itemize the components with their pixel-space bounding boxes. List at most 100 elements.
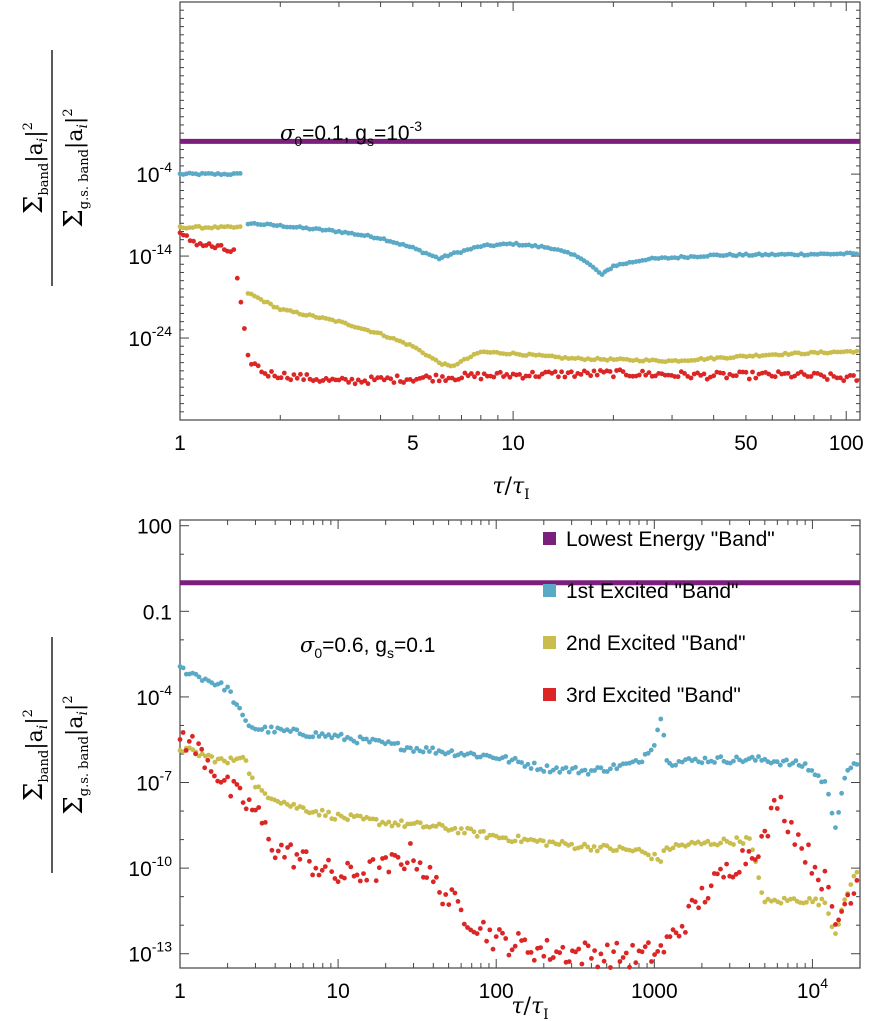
bottom-series-1st-excited-band-point	[842, 776, 847, 781]
top-y-tick-label: 10-24	[128, 323, 172, 351]
bottom-series-3rd-excited-band-point	[228, 794, 233, 799]
bottom-series-3rd-excited-band-point	[643, 944, 648, 949]
bottom-series-2nd-excited-band-point	[804, 900, 809, 905]
bottom-series-3rd-excited-band-point	[431, 879, 436, 884]
bottom-series-3rd-excited-band-point	[633, 960, 638, 965]
bottom-series-1st-excited-band-point	[756, 754, 761, 759]
top-series-3rd-excited-band-point	[647, 370, 652, 375]
bottom-series-1st-excited-band-point	[652, 743, 657, 748]
bottom-y-denominator: Σg.s. band|ai|2	[59, 695, 92, 814]
top-series-3rd-excited-band-point	[440, 374, 445, 379]
bottom-series-1st-excited-band-point	[712, 760, 717, 765]
bottom-series-1st-excited-band-point	[718, 754, 723, 759]
bottom-series-3rd-excited-band-point	[532, 958, 537, 963]
bottom-series-2nd-excited-band-point	[855, 870, 860, 875]
bottom-series-3rd-excited-band-point	[414, 867, 419, 872]
bottom-series-3rd-excited-band-point	[507, 953, 512, 958]
bottom-series-3rd-excited-band-point	[852, 891, 857, 896]
bottom-series-1st-excited-band-point	[541, 769, 546, 774]
bottom-series-1st-excited-band-point	[225, 685, 230, 690]
bottom-series-3rd-excited-band-point	[576, 947, 581, 952]
bottom-series-2nd-excited-band-point	[291, 802, 296, 807]
bottom-series-2nd-excited-band-point	[320, 808, 325, 813]
bottom-series-3rd-excited-band-point	[273, 855, 278, 860]
bottom-series-3rd-excited-band-point	[693, 899, 698, 904]
top-x-tick-label: 5	[407, 432, 419, 455]
bottom-series-3rd-excited-band-point	[823, 869, 828, 874]
bottom-series-3rd-excited-band-point	[383, 855, 388, 860]
bottom-series-1st-excited-band-point	[294, 727, 299, 732]
bottom-series-3rd-excited-band-point	[759, 834, 764, 839]
top-series-3rd-excited-band-point	[569, 369, 574, 374]
legend-label: 3rd Excited "Band"	[566, 684, 741, 707]
top-series-3rd-excited-band-point	[266, 374, 271, 379]
bottom-series-1st-excited-band-point	[855, 762, 860, 767]
bottom-series-3rd-excited-band-point	[842, 902, 847, 907]
top-y-axis-label: Σband|ai|2 Σg.s. band|ai|2	[19, 50, 92, 286]
bottom-series-2nd-excited-band	[178, 746, 860, 936]
bottom-series-2nd-excited-band-point	[747, 836, 752, 841]
bottom-series-3rd-excited-band-point	[310, 873, 315, 878]
bottom-series-3rd-excited-band-point	[402, 867, 407, 872]
bottom-series-3rd-excited-band-point	[602, 959, 607, 964]
bottom-series-1st-excited-band-point	[836, 810, 841, 815]
bottom-series-2nd-excited-band-point	[759, 890, 764, 895]
bottom-series-2nd-excited-band-point	[718, 841, 723, 846]
top-series-3rd-excited-band-point	[676, 374, 681, 379]
legend-swatch	[543, 532, 556, 545]
bottom-series-2nd-excited-band-point	[374, 817, 379, 822]
top-series-3rd-excited-band-point	[191, 239, 196, 244]
bottom-series-3rd-excited-band-point	[491, 947, 496, 952]
top-series-3rd-excited-band-point	[530, 370, 535, 375]
bottom-series-3rd-excited-band-point	[440, 902, 445, 907]
top-series-2nd-excited-band-point	[238, 224, 243, 229]
bottom-series-2nd-excited-band-point	[516, 834, 521, 839]
bottom-series-2nd-excited-band-point	[453, 826, 458, 831]
bottom-series-3rd-excited-band-point	[428, 865, 433, 870]
bottom-series-3rd-excited-band-point	[551, 955, 556, 960]
bottom-series-2nd-excited-band-point	[614, 848, 619, 853]
top-x-tick-label: 100	[829, 432, 864, 455]
top-series-3rd-excited-band-point	[750, 370, 755, 375]
legend-entry-1st-excited-band: 1st Excited "Band"	[543, 580, 739, 603]
bottom-series-2nd-excited-band-point	[541, 839, 546, 844]
top-series-3rd-excited-band-point	[388, 376, 393, 381]
legend: Lowest Energy "Band"1st Excited "Band"2n…	[543, 528, 775, 707]
top-y-denominator: Σg.s. band|ai|2	[59, 108, 92, 227]
bottom-series-3rd-excited-band-point	[599, 952, 604, 957]
bottom-series-1st-excited-band-point	[809, 768, 814, 773]
bottom-series-1st-excited-band-point	[240, 713, 245, 718]
bottom-series-3rd-excited-band-point	[522, 937, 527, 942]
bottom-series-1st-excited-band-point	[823, 779, 828, 784]
bottom-series-1st-excited-band-point	[778, 763, 783, 768]
bottom-series-1st-excited-band-point	[355, 741, 360, 746]
bottom-y-numerator: Σband|ai|2	[19, 709, 52, 801]
bottom-x-tick-label: 104	[797, 975, 828, 1003]
top-series-3rd-excited-band-point	[640, 369, 645, 374]
top-series-3rd-excited-band-point	[724, 376, 729, 381]
top-series	[178, 141, 860, 386]
bottom-series-3rd-excited-band-point	[743, 862, 748, 867]
bottom-series-2nd-excited-band-point	[734, 835, 739, 840]
top-series-3rd-excited-band-point	[434, 373, 439, 378]
bottom-series-1st-excited-band-point	[839, 791, 844, 796]
top-series-3rd-excited-band-point	[295, 376, 300, 381]
top-series-3rd-excited-band-point	[744, 370, 749, 375]
bottom-series-3rd-excited-band-point	[627, 965, 632, 970]
top-series-3rd-excited-band-point	[235, 276, 240, 281]
bottom-series-3rd-excited-band-point	[589, 956, 594, 961]
bottom-series-3rd-excited-band-point	[443, 892, 448, 897]
bottom-series-1st-excited-band-point	[449, 748, 454, 753]
bottom-series-1st-excited-band-point	[430, 745, 435, 750]
bottom-series-3rd-excited-band-point	[225, 775, 230, 780]
bottom-series-3rd-excited-band-point	[696, 905, 701, 910]
bottom-series-2nd-excited-band-point	[813, 896, 818, 901]
bottom-series-3rd-excited-band-point	[181, 730, 186, 735]
bottom-y-tick-label: 0.1	[143, 601, 172, 624]
bottom-series-3rd-excited-band-point	[244, 806, 249, 811]
bottom-series-2nd-excited-band-point	[823, 900, 828, 905]
bottom-series-2nd-excited-band-point	[225, 761, 230, 766]
bottom-series-2nd-excited-band-point	[842, 897, 847, 902]
bottom-series-2nd-excited-band-point	[386, 820, 391, 825]
bottom-series-2nd-excited-band-point	[333, 817, 338, 822]
